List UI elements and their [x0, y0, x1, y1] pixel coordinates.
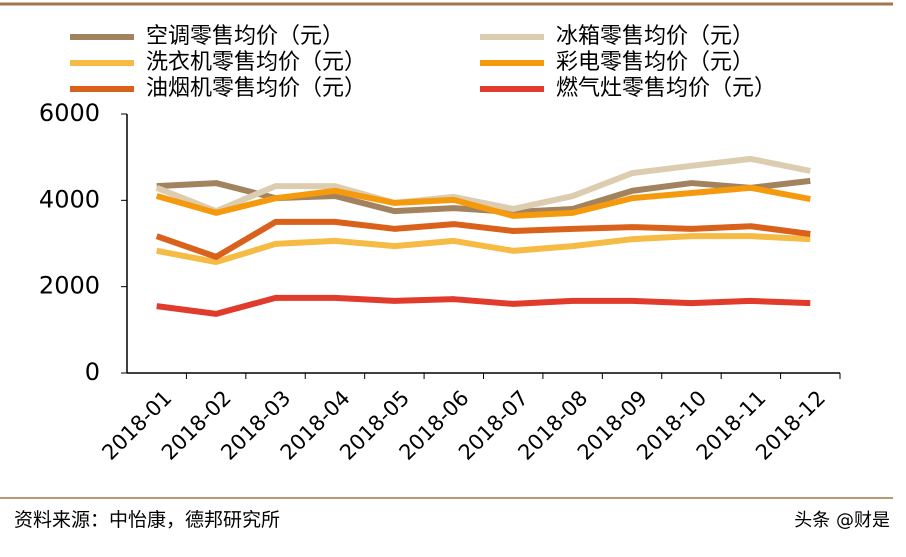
y-tick-label: 2000: [39, 272, 100, 300]
series-line: [156, 233, 811, 266]
legend-label: 洗衣机零售均价（元）: [146, 50, 366, 75]
watermark: 头条 @财是: [794, 510, 890, 531]
series-line: [155, 184, 811, 219]
legend-label: 冰箱零售均价（元）: [556, 24, 754, 49]
y-tick-label: 4000: [39, 185, 100, 213]
legend-label: 彩电零售均价（元）: [556, 50, 754, 75]
legend-label: 燃气灶零售均价（元）: [556, 76, 776, 101]
series-line: [155, 155, 811, 215]
y-tick-label: 0: [85, 358, 100, 386]
source-note: 资料来源：中怡康，德邦研究所: [14, 509, 280, 531]
y-tick-label: 6000: [39, 99, 100, 127]
series-line: [156, 294, 811, 317]
legend-label: 油烟机零售均价（元）: [146, 76, 366, 101]
series-line: [155, 218, 811, 260]
legend-label: 空调零售均价（元）: [146, 24, 344, 49]
